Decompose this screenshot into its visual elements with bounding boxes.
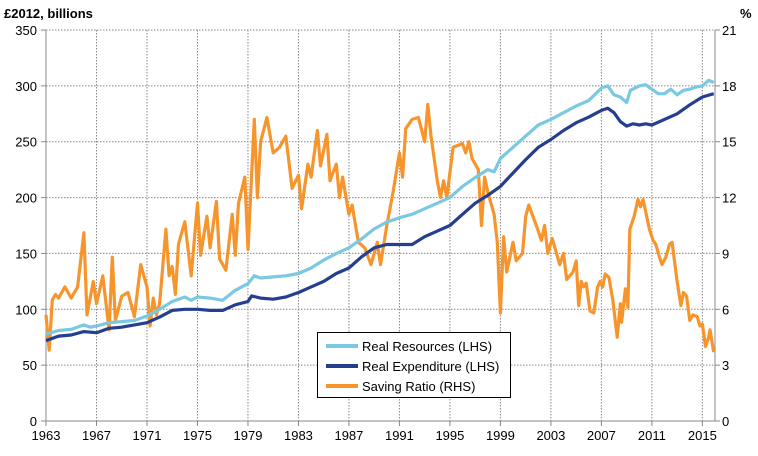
x-axis-tick-label: 2007 [587, 428, 616, 443]
right-axis-tick-label: 18 [722, 79, 736, 94]
right-axis-tick-label: 0 [722, 414, 729, 429]
right-axis-tick-label: 15 [722, 135, 736, 150]
x-axis-tick-label: 1987 [334, 428, 363, 443]
left-axis-tick-label: 100 [15, 302, 37, 317]
left-axis-tick-label: 350 [15, 23, 37, 38]
right-axis-tick-label: 3 [722, 358, 729, 373]
left-axis-tick-label: 250 [15, 135, 37, 150]
x-axis-tick-label: 1963 [32, 428, 61, 443]
axes: 0 50 100 150 200 250 300 350 0 3 6 9 12 15 18 21 1963 196… [15, 23, 736, 443]
left-axis-tick-label: 150 [15, 246, 37, 261]
x-axis-tick-label: 1971 [133, 428, 162, 443]
legend-label: Real Expenditure (LHS) [362, 358, 500, 374]
right-axis-tick-label: 12 [722, 191, 736, 206]
x-axis-tick-label: 1983 [284, 428, 313, 443]
left-axis-tick-label: 300 [15, 79, 37, 94]
series-line-real-resources-lhs [45, 78, 715, 336]
x-axis-tick-label: 1995 [435, 428, 464, 443]
x-axis-tick-label: 2003 [536, 428, 565, 443]
x-axis-tick-label: 1991 [385, 428, 414, 443]
left-axis-tick-label: 0 [30, 414, 37, 429]
x-axis-tick-label: 1999 [486, 428, 515, 443]
series-line-saving-ratio-rhs [44, 102, 716, 353]
legend-item-real-expenditure: Real Expenditure (LHS) [326, 356, 510, 376]
left-axis-tick-label: 200 [15, 191, 37, 206]
x-axis-tick-label: 1967 [82, 428, 111, 443]
left-axis-tick-label: 50 [23, 358, 37, 373]
right-axis-tick-label: 21 [722, 23, 736, 38]
x-axis-tick-label: 2011 [638, 428, 666, 443]
legend-label: Real Resources (LHS) [362, 338, 493, 354]
legend: Real Resources (LHS) Real Expenditure (L… [317, 332, 511, 398]
left-axis-label: £2012, billions [4, 6, 93, 21]
series-line-real-expenditure-lhs [45, 92, 715, 343]
legend-label: Saving Ratio (RHS) [362, 378, 476, 394]
right-axis-label: % [740, 6, 752, 21]
legend-swatch [326, 384, 358, 388]
x-axis-tick-label: 1979 [234, 428, 263, 443]
legend-item-real-resources: Real Resources (LHS) [326, 336, 510, 356]
x-axis-tick-label: 1975 [183, 428, 212, 443]
legend-swatch [326, 364, 358, 368]
right-axis-tick-label: 9 [722, 246, 729, 261]
legend-item-saving-ratio: Saving Ratio (RHS) [326, 376, 510, 396]
series-lines [44, 78, 716, 353]
legend-swatch [326, 344, 358, 348]
x-axis-tick-label: 2015 [688, 428, 717, 443]
right-axis-tick-label: 6 [722, 302, 729, 317]
